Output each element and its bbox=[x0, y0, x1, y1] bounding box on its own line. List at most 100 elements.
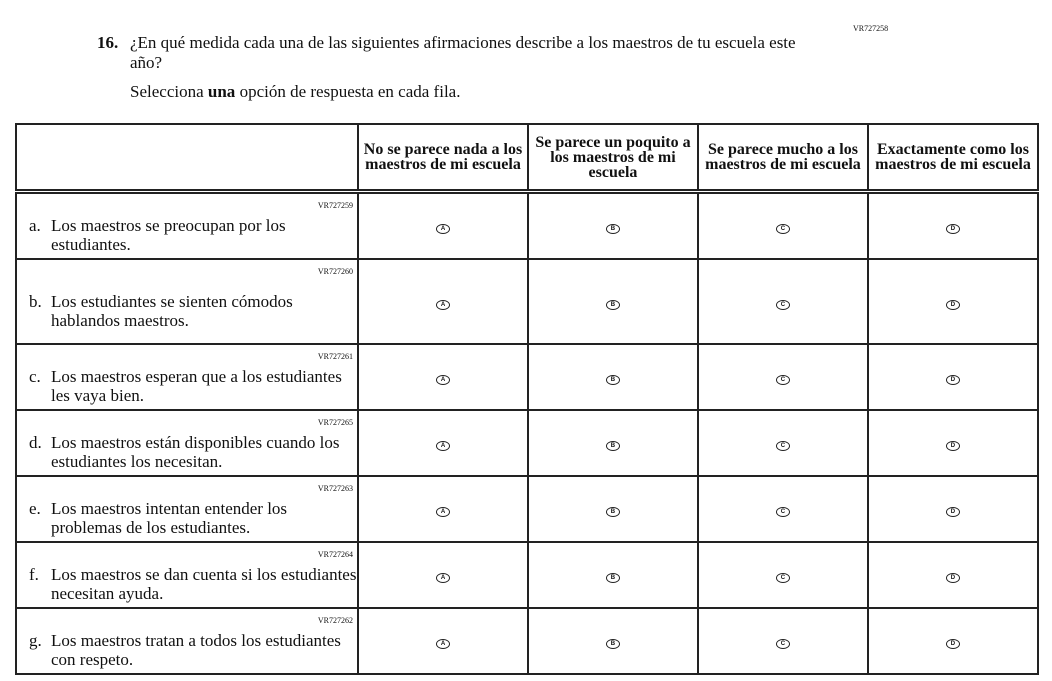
option-cell: B bbox=[526, 258, 699, 345]
item-code: VR727261 bbox=[317, 352, 353, 361]
option-cell: C bbox=[696, 607, 869, 675]
instruction-pre: Selecciona bbox=[130, 82, 208, 101]
response-bubble-c[interactable]: C bbox=[775, 507, 790, 517]
response-bubble-b[interactable]: B bbox=[605, 224, 620, 234]
question-number: 16. bbox=[97, 33, 119, 52]
option-cell: A bbox=[357, 541, 529, 609]
response-bubble-d[interactable]: D bbox=[945, 299, 960, 310]
option-cell: D bbox=[866, 541, 1040, 609]
item-code: VR727263 bbox=[317, 484, 353, 493]
response-grid: No se parece nada a los maestros de mi e… bbox=[15, 123, 1040, 675]
instruction: Selecciona una opción de respuesta en ca… bbox=[130, 82, 460, 102]
item-text: Los maestros se preocupan por los estudi… bbox=[51, 216, 286, 254]
statement-cell: VR727265 d. Los maestros están disponible… bbox=[15, 409, 359, 477]
table-row: VR727263 e. Los maestros intentan entende… bbox=[15, 475, 1040, 543]
column-header: Exactamente como los maestros de mi escu… bbox=[866, 123, 1040, 194]
statement-cell: VR727262 g. Los maestros tratan a todos l… bbox=[15, 607, 359, 675]
response-bubble-c[interactable]: C bbox=[775, 639, 790, 649]
column-header: Se parece un poquito a los maestros de m… bbox=[526, 123, 699, 194]
option-cell: B bbox=[526, 607, 699, 675]
response-bubble-c[interactable]: C bbox=[775, 299, 790, 310]
option-cell: C bbox=[696, 409, 869, 477]
table-row: VR727259 a. Los maestros se preocupan por… bbox=[15, 190, 1040, 260]
item-text: Los maestros tratan a todos los estudian… bbox=[51, 631, 341, 669]
item-letter: f. bbox=[29, 565, 39, 584]
option-cell: A bbox=[357, 190, 529, 260]
response-bubble-c[interactable]: C bbox=[775, 224, 790, 234]
table-row: VR727264 f. Los maestros se dan cuenta si… bbox=[15, 541, 1040, 609]
item-letter: a. bbox=[29, 216, 41, 235]
item-letter: e. bbox=[29, 499, 41, 518]
response-bubble-b[interactable]: B bbox=[605, 441, 620, 451]
table-row: VR727265 d. Los maestros están disponible… bbox=[15, 409, 1040, 477]
item-letter: b. bbox=[29, 291, 42, 311]
option-cell: D bbox=[866, 409, 1040, 477]
question-code: VR727258 bbox=[853, 24, 889, 33]
response-bubble-d[interactable]: D bbox=[945, 441, 960, 451]
statement-cell: VR727259 a. Los maestros se preocupan por… bbox=[15, 190, 359, 260]
response-bubble-b[interactable]: B bbox=[605, 573, 620, 583]
item-code: VR727264 bbox=[317, 550, 353, 559]
table-row: VR727261 c. Los maestros esperan que a lo… bbox=[15, 343, 1040, 411]
item-letter: c. bbox=[29, 367, 41, 386]
question-text: ¿En qué medida cada una de las siguiente… bbox=[130, 33, 796, 72]
statement-cell: VR727261 c. Los maestros esperan que a lo… bbox=[15, 343, 359, 411]
option-cell: A bbox=[357, 409, 529, 477]
option-cell: D bbox=[866, 258, 1040, 345]
option-cell: B bbox=[526, 541, 699, 609]
table-row: VR727260 b. Los estudiantes se sienten có… bbox=[15, 258, 1040, 345]
column-header: No se parece nada a los maestros de mi e… bbox=[357, 123, 529, 194]
item-text: Los maestros están disponibles cuando lo… bbox=[51, 433, 340, 471]
response-bubble-c[interactable]: C bbox=[775, 375, 790, 385]
response-bubble-a[interactable]: A bbox=[435, 441, 450, 451]
item-text: Los maestros esperan que a los estudiant… bbox=[51, 367, 342, 405]
response-bubble-c[interactable]: C bbox=[775, 573, 790, 583]
option-cell: C bbox=[696, 258, 869, 345]
response-bubble-b[interactable]: B bbox=[605, 375, 620, 385]
response-bubble-d[interactable]: D bbox=[945, 224, 960, 234]
item-text: Los estudiantes se sienten cómodos habla… bbox=[51, 291, 293, 330]
option-cell: C bbox=[696, 190, 869, 260]
response-bubble-d[interactable]: D bbox=[945, 573, 960, 583]
response-bubble-d[interactable]: D bbox=[945, 375, 960, 385]
response-bubble-a[interactable]: A bbox=[435, 375, 450, 385]
response-bubble-a[interactable]: A bbox=[435, 639, 450, 649]
response-bubble-c[interactable]: C bbox=[775, 441, 790, 451]
response-bubble-d[interactable]: D bbox=[945, 639, 960, 649]
response-bubble-b[interactable]: B bbox=[605, 507, 620, 517]
option-cell: D bbox=[866, 475, 1040, 543]
option-cell: B bbox=[526, 343, 699, 411]
item-code: VR727265 bbox=[317, 418, 353, 427]
option-cell: C bbox=[696, 343, 869, 411]
response-bubble-b[interactable]: B bbox=[605, 639, 620, 649]
response-bubble-a[interactable]: A bbox=[435, 224, 450, 234]
option-cell: C bbox=[696, 541, 869, 609]
response-bubble-a[interactable]: A bbox=[435, 507, 450, 517]
response-bubble-d[interactable]: D bbox=[945, 507, 960, 517]
column-header: Se parece mucho a los maestros de mi esc… bbox=[696, 123, 869, 194]
option-cell: B bbox=[526, 409, 699, 477]
item-text: Los maestros intentan entender los probl… bbox=[51, 499, 288, 537]
item-code: VR727259 bbox=[317, 201, 353, 210]
statement-cell: VR727260 b. Los estudiantes se sienten có… bbox=[15, 258, 359, 345]
option-cell: A bbox=[357, 475, 529, 543]
option-cell: D bbox=[866, 343, 1040, 411]
option-cell: B bbox=[526, 475, 699, 543]
option-cell: A bbox=[357, 607, 529, 675]
item-code: VR727262 bbox=[317, 616, 353, 625]
option-cell: B bbox=[526, 190, 699, 260]
item-letter: g. bbox=[29, 631, 42, 650]
instruction-post: opción de respuesta en cada fila. bbox=[235, 82, 461, 101]
response-bubble-a[interactable]: A bbox=[435, 299, 450, 310]
option-cell: A bbox=[357, 343, 529, 411]
item-letter: d. bbox=[29, 433, 42, 452]
option-cell: C bbox=[696, 475, 869, 543]
response-bubble-a[interactable]: A bbox=[435, 573, 450, 583]
item-text: Los maestros se dan cuenta si los estudi… bbox=[51, 565, 357, 603]
instruction-bold: una bbox=[207, 82, 236, 101]
statement-cell: VR727263 e. Los maestros intentan entende… bbox=[15, 475, 359, 543]
response-bubble-b[interactable]: B bbox=[605, 299, 620, 310]
item-code: VR727260 bbox=[317, 267, 353, 276]
option-cell: D bbox=[866, 607, 1040, 675]
option-cell: A bbox=[357, 258, 529, 345]
